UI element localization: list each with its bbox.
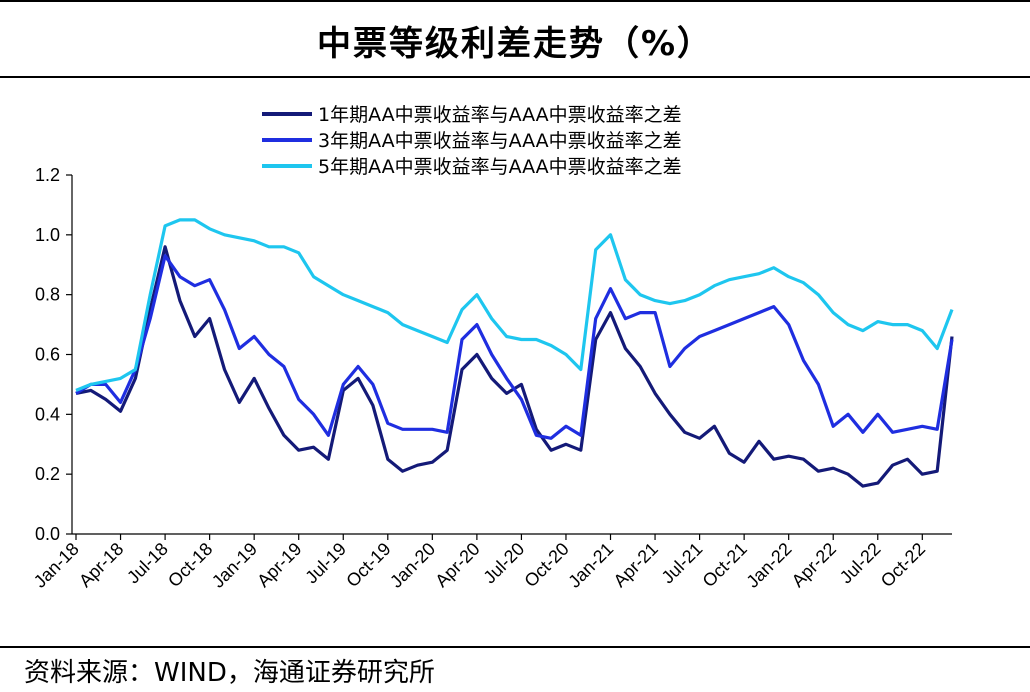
y-tick-label: 0.8 <box>35 285 60 305</box>
y-tick-label: 1.0 <box>35 225 60 245</box>
legend-label-1: 1年期AA中票收益率与AAA中票收益率之差 <box>318 104 682 126</box>
x-tick-label: Jul-22 <box>836 539 885 588</box>
x-tick-label: Jul-21 <box>658 539 707 588</box>
x-tick-label: Oct-18 <box>164 539 216 591</box>
x-tick-label: Apr-19 <box>253 539 305 591</box>
series-line-1 <box>75 245 954 488</box>
x-tick-label: Apr-21 <box>610 539 662 591</box>
x-tick-label: Apr-22 <box>788 539 840 591</box>
x-tick-label: Oct-21 <box>699 539 751 591</box>
x-tick-label: Jan-18 <box>30 539 83 592</box>
x-axis: Jan-18Apr-18Jul-18Oct-18Jan-19Apr-19Jul-… <box>30 533 952 592</box>
y-axis: 0.0 0.2 0.4 0.6 0.8 1.0 1.2 <box>35 165 73 544</box>
x-tick-label: Jul-20 <box>479 539 528 588</box>
x-tick-label: Oct-22 <box>877 539 929 591</box>
y-tick-label: 0.2 <box>35 464 60 484</box>
x-tick-label: Jul-19 <box>301 539 350 588</box>
y-tick-label: 0.0 <box>35 524 60 544</box>
x-tick-label: Oct-19 <box>342 539 394 591</box>
legend-label-3: 5年期AA中票收益率与AAA中票收益率之差 <box>318 156 682 178</box>
x-tick-label: Apr-20 <box>431 539 483 591</box>
y-tick-label: 1.2 <box>35 165 60 185</box>
x-tick-label: Apr-18 <box>75 539 127 591</box>
line-chart: 1年期AA中票收益率与AAA中票收益率之差 3年期AA中票收益率与AAA中票收益率… <box>30 104 954 592</box>
x-tick-label: Jan-22 <box>742 539 795 592</box>
y-tick-label: 0.4 <box>35 404 60 424</box>
footer-divider <box>0 646 1030 648</box>
plot-lines <box>75 218 954 488</box>
x-tick-label: Jul-18 <box>123 539 172 588</box>
x-tick-label: Jan-20 <box>386 539 439 592</box>
x-tick-label: Jan-21 <box>564 539 617 592</box>
legend-label-2: 3年期AA中票收益率与AAA中票收益率之差 <box>318 130 682 152</box>
series-line-3 <box>75 218 954 392</box>
y-tick-label: 0.6 <box>35 345 60 365</box>
legend: 1年期AA中票收益率与AAA中票收益率之差 3年期AA中票收益率与AAA中票收益率… <box>262 104 682 178</box>
x-tick-label: Jan-19 <box>208 539 261 592</box>
series-line-2 <box>75 254 954 440</box>
x-tick-label: Oct-20 <box>520 539 572 591</box>
page-title: 中票等级利差走势（%） <box>316 24 714 64</box>
source-note: 资料来源：WIND，海通证券研究所 <box>24 658 435 688</box>
title-bar: 中票等级利差走势（%） <box>0 0 1030 78</box>
